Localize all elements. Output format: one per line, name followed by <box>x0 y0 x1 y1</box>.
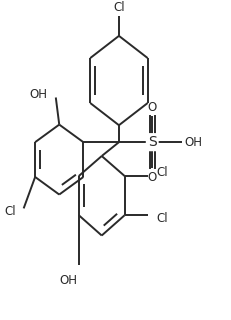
Text: S: S <box>148 135 157 149</box>
Text: Cl: Cl <box>4 205 16 218</box>
Text: OH: OH <box>30 88 48 101</box>
Text: O: O <box>148 172 157 184</box>
Text: Cl: Cl <box>157 212 168 225</box>
Text: OH: OH <box>184 136 202 149</box>
Text: Cl: Cl <box>157 166 168 180</box>
Text: O: O <box>148 100 157 114</box>
Text: OH: OH <box>59 274 77 287</box>
Text: Cl: Cl <box>113 1 125 14</box>
